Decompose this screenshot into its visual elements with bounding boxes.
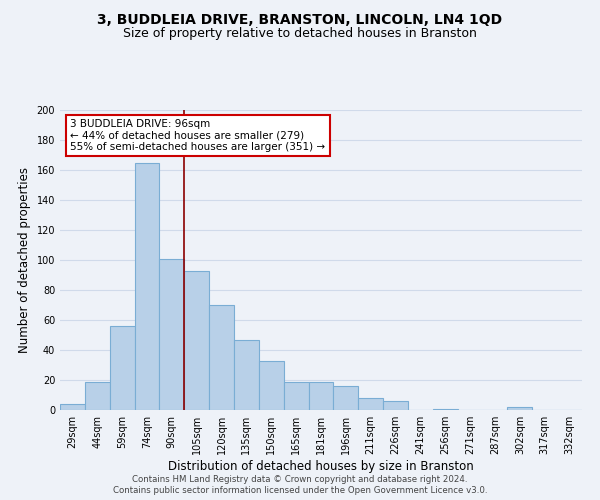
Text: Contains HM Land Registry data © Crown copyright and database right 2024.: Contains HM Land Registry data © Crown c…	[132, 475, 468, 484]
Bar	[209, 305, 234, 410]
Bar	[234, 340, 259, 410]
Bar	[383, 401, 408, 410]
Bar	[134, 162, 160, 410]
Text: 3, BUDDLEIA DRIVE, BRANSTON, LINCOLN, LN4 1QD: 3, BUDDLEIA DRIVE, BRANSTON, LINCOLN, LN…	[97, 12, 503, 26]
Bar	[358, 398, 383, 410]
Text: Contains public sector information licensed under the Open Government Licence v3: Contains public sector information licen…	[113, 486, 487, 495]
Bar	[433, 408, 458, 410]
Text: 3 BUDDLEIA DRIVE: 96sqm
← 44% of detached houses are smaller (279)
55% of semi-d: 3 BUDDLEIA DRIVE: 96sqm ← 44% of detache…	[70, 119, 326, 152]
Bar	[284, 382, 308, 410]
Bar	[110, 326, 134, 410]
Bar	[308, 382, 334, 410]
Bar	[508, 407, 532, 410]
X-axis label: Distribution of detached houses by size in Branston: Distribution of detached houses by size …	[168, 460, 474, 473]
Text: Size of property relative to detached houses in Branston: Size of property relative to detached ho…	[123, 28, 477, 40]
Bar	[160, 258, 184, 410]
Bar	[60, 404, 85, 410]
Bar	[85, 382, 110, 410]
Bar	[334, 386, 358, 410]
Bar	[259, 360, 284, 410]
Y-axis label: Number of detached properties: Number of detached properties	[18, 167, 31, 353]
Bar	[184, 270, 209, 410]
